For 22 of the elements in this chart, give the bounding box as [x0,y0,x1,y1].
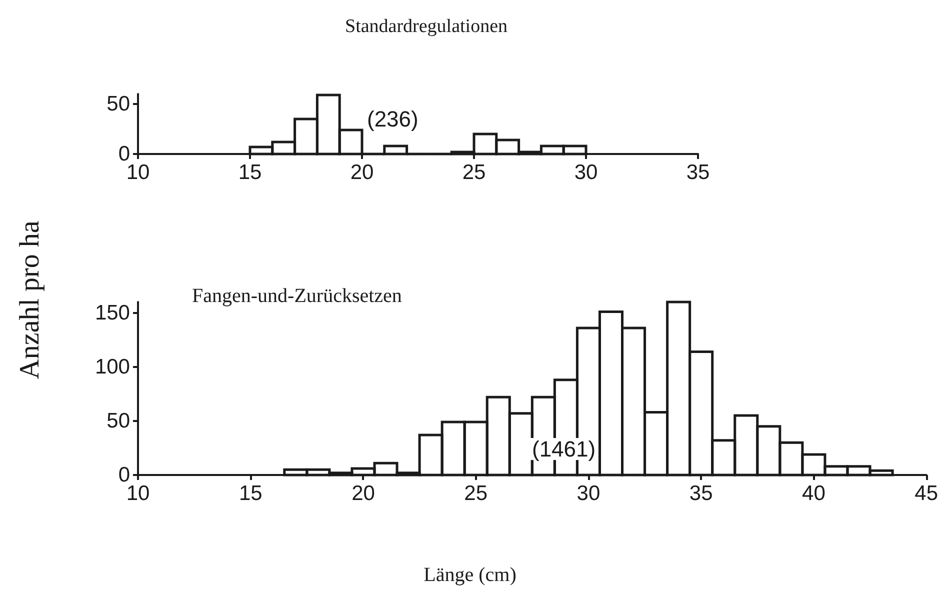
annotation: Fangen-und-Zurücksetzen [192,285,402,307]
x-tick-label: 45 [914,482,938,505]
y-tick-label: 50 [106,92,130,116]
y-tick-label: 50 [106,409,130,432]
x-tick-label: 35 [689,482,713,505]
x-tick-label: 30 [576,482,600,505]
x-axis-title: Länge (cm) [424,564,516,586]
x-tick-label: 25 [462,161,486,184]
x-tick-label: 20 [352,482,375,505]
y-tick-label: 100 [94,355,130,378]
x-tick-label: 15 [238,482,262,505]
x-tick-label: 15 [238,161,262,184]
x-tick-label: 20 [350,161,374,184]
chart-title: Standardregulationen [345,16,508,37]
x-tick-label: 40 [802,482,826,505]
y-axis-title: Anzahl pro ha [14,220,46,380]
x-tick-label: 25 [464,482,488,505]
x-tick-label: 35 [686,161,710,184]
x-tick-label: 30 [574,161,598,184]
annotation: (1461) [532,436,596,462]
annotation: (236) [367,106,418,132]
y-tick-label: 150 [94,301,130,324]
